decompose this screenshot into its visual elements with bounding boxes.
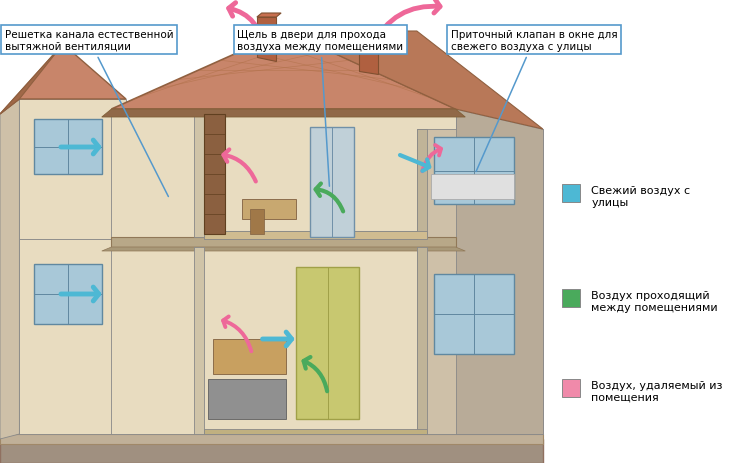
Polygon shape (431, 175, 514, 200)
Polygon shape (434, 275, 514, 354)
Text: Воздух проходящий: Воздух проходящий (591, 290, 710, 300)
Polygon shape (194, 110, 203, 238)
Polygon shape (256, 18, 276, 62)
Polygon shape (213, 339, 286, 374)
Polygon shape (455, 110, 543, 434)
Polygon shape (112, 238, 455, 247)
Polygon shape (0, 434, 543, 444)
Polygon shape (310, 128, 354, 238)
Bar (203, 115, 225, 234)
Text: Воздух, удаляемый из: Воздух, удаляемый из (591, 380, 723, 390)
Polygon shape (112, 239, 455, 434)
Polygon shape (0, 45, 63, 115)
Polygon shape (0, 439, 543, 463)
Polygon shape (20, 100, 126, 239)
Polygon shape (417, 130, 427, 238)
Text: помещения: помещения (591, 392, 659, 402)
Polygon shape (194, 247, 203, 434)
Text: Решетка канала естественной
вытяжной вентиляции: Решетка канала естественной вытяжной вен… (4, 30, 173, 197)
Polygon shape (34, 264, 102, 324)
Text: между помещениями: между помещениями (591, 302, 718, 313)
Polygon shape (34, 120, 102, 175)
Polygon shape (112, 110, 455, 239)
Text: улицы: улицы (591, 198, 628, 207)
Polygon shape (0, 100, 20, 439)
Text: Приточный клапан в окне для
свежего воздуха с улицы: Приточный клапан в окне для свежего возд… (451, 30, 617, 172)
Polygon shape (112, 32, 455, 110)
Polygon shape (358, 32, 383, 36)
Polygon shape (102, 247, 465, 251)
Text: Щель в двери для прохода
воздуха между помещениями: Щель в двери для прохода воздуха между п… (238, 30, 404, 187)
Polygon shape (434, 138, 514, 205)
Bar (203, 232, 417, 239)
Bar (562, 379, 580, 397)
Polygon shape (242, 200, 296, 219)
Bar (562, 185, 580, 202)
Bar (562, 289, 580, 307)
Polygon shape (358, 36, 378, 75)
Polygon shape (102, 110, 465, 118)
Polygon shape (256, 14, 281, 18)
Polygon shape (0, 45, 126, 115)
Polygon shape (20, 239, 126, 434)
Text: Свежий воздух с: Свежий воздух с (591, 186, 691, 195)
Polygon shape (203, 429, 427, 434)
Polygon shape (250, 210, 264, 234)
Polygon shape (203, 232, 427, 239)
Polygon shape (286, 32, 543, 130)
Polygon shape (209, 379, 286, 419)
Polygon shape (296, 268, 358, 419)
Polygon shape (417, 130, 543, 434)
Polygon shape (417, 247, 427, 434)
